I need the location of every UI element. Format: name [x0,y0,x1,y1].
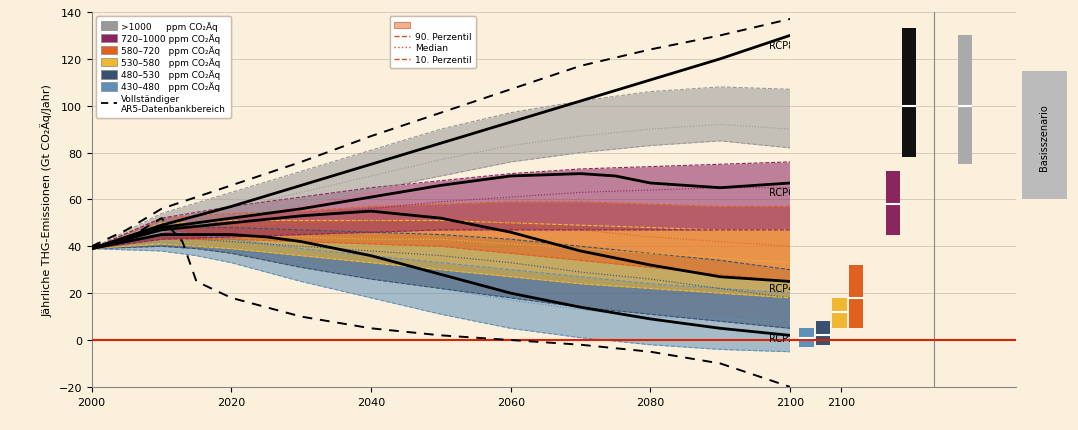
Y-axis label: Jährliche THG-Emissionen (Gt CO₂Äq/Jahr): Jährliche THG-Emissionen (Gt CO₂Äq/Jahr) [41,84,53,316]
Legend:  , 90. Perzentil, Median, 10. Perzentil: , 90. Perzentil, Median, 10. Perzentil [389,17,475,69]
Text: RCP6.0: RCP6.0 [770,188,803,198]
Bar [957,36,972,165]
Bar [816,322,830,345]
Bar [832,298,846,329]
FancyBboxPatch shape [1022,71,1067,200]
Bar [800,329,814,347]
Bar [902,29,916,158]
Text: Basisszenario: Basisszenario [1039,104,1049,170]
Text: RCP8.5: RCP8.5 [770,41,804,51]
Bar [886,172,900,235]
Text: RCP2.6: RCP2.6 [770,333,804,343]
Bar [848,265,863,329]
Text: RCP4.5: RCP4.5 [770,284,804,294]
